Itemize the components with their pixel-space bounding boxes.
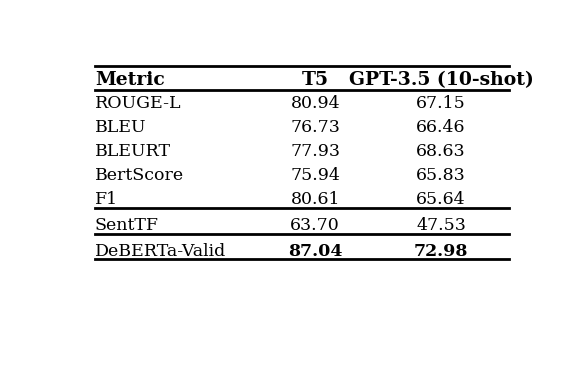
Text: F1: F1 xyxy=(95,191,118,208)
Text: Metric: Metric xyxy=(95,71,165,89)
Text: 47.53: 47.53 xyxy=(416,217,466,234)
Text: 68.63: 68.63 xyxy=(416,143,466,160)
Text: 65.83: 65.83 xyxy=(416,167,466,184)
Text: 75.94: 75.94 xyxy=(291,167,340,184)
Text: ROUGE-L: ROUGE-L xyxy=(95,95,182,112)
Text: SentTF: SentTF xyxy=(95,217,159,234)
Text: 77.93: 77.93 xyxy=(290,143,340,160)
Text: 87.04: 87.04 xyxy=(288,242,342,260)
Text: 63.70: 63.70 xyxy=(291,217,340,234)
Text: BLEU: BLEU xyxy=(95,119,147,136)
Text: 67.15: 67.15 xyxy=(416,95,466,112)
Text: GPT-3.5 (10-shot): GPT-3.5 (10-shot) xyxy=(349,71,534,89)
Text: BertScore: BertScore xyxy=(95,167,184,184)
Text: 65.64: 65.64 xyxy=(416,191,466,208)
Text: 66.46: 66.46 xyxy=(416,119,466,136)
Text: BLEURT: BLEURT xyxy=(95,143,171,160)
Text: 80.94: 80.94 xyxy=(291,95,340,112)
Text: 80.61: 80.61 xyxy=(291,191,340,208)
Text: 76.73: 76.73 xyxy=(291,119,340,136)
Text: DeBERTa-Valid: DeBERTa-Valid xyxy=(95,242,226,260)
Text: 72.98: 72.98 xyxy=(414,242,468,260)
Text: T5: T5 xyxy=(302,71,329,89)
